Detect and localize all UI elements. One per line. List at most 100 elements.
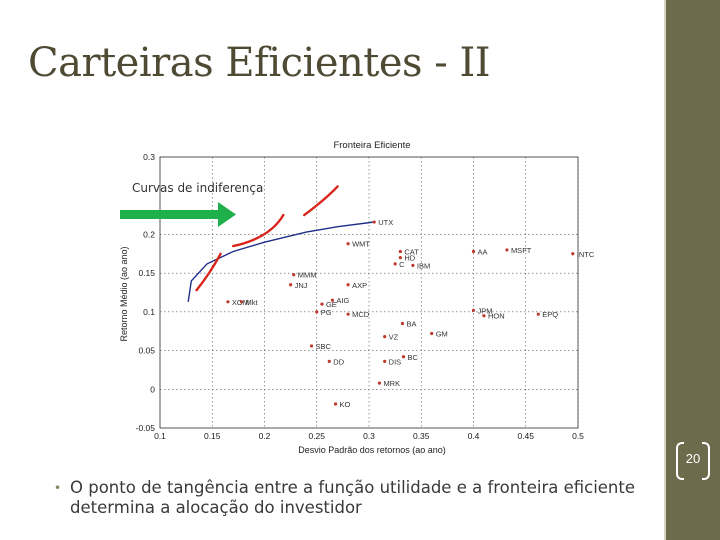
- point-ge: [320, 302, 324, 306]
- y-tick-label: 0: [150, 384, 155, 394]
- point-label-ba: BA: [406, 319, 416, 328]
- x-tick-label: 0.1: [154, 431, 166, 441]
- point-label-wmt: WMT: [352, 240, 370, 249]
- point-axp: [346, 283, 350, 287]
- point-mcd: [346, 312, 350, 316]
- bullet-text: O ponto de tangência entre a função util…: [70, 478, 636, 517]
- point-label-sbc: SBC: [316, 342, 332, 351]
- point-ibm: [411, 263, 415, 267]
- point-dd: [327, 359, 331, 364]
- x-tick-label: 0.45: [517, 431, 534, 441]
- point-label-dis: DIS: [389, 357, 402, 366]
- point-sbc: [309, 344, 314, 348]
- point-label-mcd: MCD: [352, 310, 370, 319]
- indifference-curve-3: [303, 185, 339, 217]
- point-msft: [505, 248, 509, 252]
- point-vz: [383, 335, 387, 339]
- point-label-utx: UTX: [378, 218, 393, 227]
- y-tick-label: 0.2: [143, 229, 155, 239]
- point-c: [393, 262, 397, 266]
- point-gm: [430, 331, 434, 336]
- point-aa: [471, 249, 476, 254]
- point-label-axp: AXP: [352, 281, 367, 290]
- sidebar-divider: [664, 0, 666, 540]
- arrow-shaft: [120, 210, 218, 219]
- indifference-curve-1: [195, 252, 222, 292]
- point-bc: [401, 355, 406, 359]
- x-tick-label: 0.15: [204, 431, 221, 441]
- plot-frame: [159, 156, 579, 429]
- point-label-jpm: JPM: [478, 306, 493, 315]
- point-label-cat: CAT: [404, 247, 419, 256]
- y-tick-label: 0.15: [138, 268, 155, 278]
- slide-title: Carteiras Eficientes - II: [28, 40, 491, 86]
- chart-ylabel: Retorno Médio (ao ano): [119, 246, 129, 341]
- point-epq: [536, 312, 540, 316]
- point-label-vz: VZ: [389, 333, 399, 342]
- x-tick-label: 0.2: [259, 431, 271, 441]
- y-tick-label: 0.05: [138, 346, 155, 356]
- point-ba: [400, 321, 405, 326]
- point-xom: [226, 300, 230, 304]
- sidebar-decoration: [666, 0, 720, 540]
- point-jpm: [471, 308, 476, 312]
- point-hon: [482, 314, 486, 318]
- point-label-aig: AIG: [336, 296, 349, 305]
- y-tick-label: -0.05: [136, 423, 156, 433]
- point-utx: [372, 220, 376, 224]
- x-tick-label: 0.4: [468, 431, 480, 441]
- point-label-hd: HD: [404, 254, 415, 263]
- point-label-intc: INTC: [577, 250, 595, 259]
- point-label-mmm: MMM: [298, 271, 317, 280]
- chart-svg: 0.1 0.15 0.2 0.25 0.3 0.35 0.4 0.45 0.5 -0.05 0 0.0…: [119, 140, 595, 455]
- chart-xlabel: Desvio Padrão dos retornos (ao ano): [298, 445, 446, 455]
- point-cat: [398, 249, 402, 254]
- point-label-mrk: MRK: [383, 379, 400, 388]
- chart-axes: 0.1 0.15 0.2 0.25 0.3 0.35 0.4 0.45 0.5 -0.05 0 0.0…: [136, 152, 585, 441]
- point-label-msft: MSFT: [511, 246, 532, 255]
- point-label-c: C: [399, 260, 405, 269]
- page-number: 20: [685, 451, 701, 466]
- point-aig: [330, 298, 335, 302]
- point-label-ibm: IBM: [417, 261, 430, 270]
- bullet-dot-icon: •: [54, 481, 62, 495]
- indifference-curves: [195, 185, 339, 292]
- x-tick-label: 0.35: [413, 431, 430, 441]
- y-tick-label: 0.3: [143, 152, 155, 162]
- point-label-jnj: JNJ: [295, 281, 308, 290]
- point-pg: [315, 310, 319, 314]
- point-hd: [398, 256, 402, 260]
- point-label-ge: GE: [326, 300, 337, 309]
- point-mkt: [239, 300, 244, 304]
- page-number-badge: 20: [676, 442, 710, 480]
- indifference-curves-label: Curvas de indiferença: [132, 181, 263, 195]
- point-label-epq: EPQ: [542, 310, 558, 319]
- point-dis: [383, 359, 387, 364]
- point-label-ko: KO: [340, 400, 351, 409]
- x-tick-label: 0.5: [572, 431, 584, 441]
- point-label-bc: BC: [407, 353, 418, 362]
- point-jnj: [289, 283, 293, 287]
- point-label-gm: GM: [436, 330, 448, 339]
- x-tick-label: 0.3: [363, 431, 375, 441]
- chart-grid: [159, 156, 579, 429]
- annotation-arrow: [120, 202, 236, 227]
- point-label-hon: HON: [488, 312, 505, 321]
- point-ko: [333, 402, 338, 406]
- efficient-frontier-line: [187, 221, 375, 302]
- point-label-mkt: Mkt: [246, 298, 259, 307]
- point-label-dd: DD: [333, 357, 344, 366]
- point-mmm: [292, 273, 296, 277]
- point-label-pg: PG: [321, 308, 332, 317]
- indifference-curve-2: [231, 213, 285, 248]
- point-intc: [571, 252, 575, 256]
- point-mrk: [377, 381, 382, 385]
- efficient-frontier-chart: 0.1 0.15 0.2 0.25 0.3 0.35 0.4 0.45 0.5 -0.05 0 0.0…: [118, 132, 626, 464]
- point-label-aa: AA: [478, 247, 488, 256]
- bullet-item: • O ponto de tangência entre a função ut…: [54, 478, 654, 518]
- x-tick-label: 0.25: [308, 431, 325, 441]
- point-wmt: [346, 242, 350, 246]
- y-tick-label: 0.1: [143, 307, 155, 317]
- arrow-head-icon: [218, 202, 236, 227]
- chart-points: UTXWMTCATHDCIBMAAMSFTINTCMMMJNJAXPXOMMkt…: [226, 218, 595, 409]
